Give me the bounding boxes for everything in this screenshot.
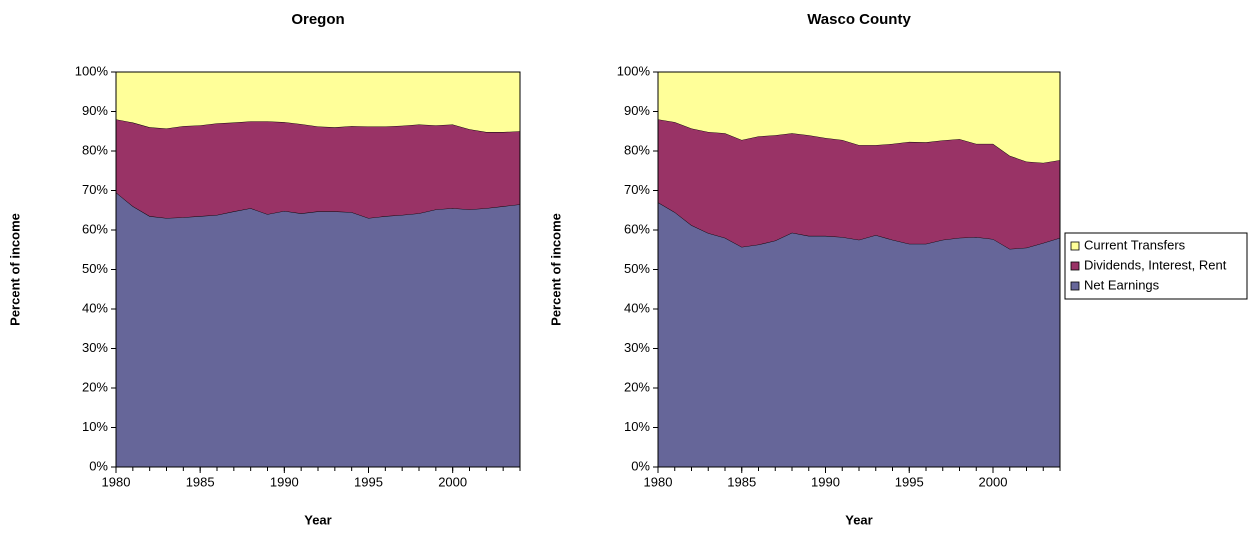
legend-label: Net Earnings bbox=[1084, 277, 1160, 292]
legend: Current Transfers Dividends, Interest, Re… bbox=[1064, 232, 1248, 300]
area-fill bbox=[116, 72, 520, 133]
legend-label: Current Transfers bbox=[1084, 237, 1186, 252]
y-tick-label: 50% bbox=[624, 261, 650, 276]
y-tick-label: 10% bbox=[624, 419, 650, 434]
x-tick-label: 1995 bbox=[354, 474, 383, 489]
legend-swatch bbox=[1070, 281, 1080, 291]
x-tick-label: 1985 bbox=[727, 474, 756, 489]
area-fill bbox=[658, 119, 1060, 249]
x-tick-label: 1995 bbox=[895, 474, 924, 489]
y-tick-label: 30% bbox=[82, 340, 108, 355]
y-tick-label: 70% bbox=[624, 182, 650, 197]
y-tick-label: 80% bbox=[624, 142, 650, 157]
legend-swatch bbox=[1070, 241, 1080, 251]
y-tick-label: 80% bbox=[82, 142, 108, 157]
area-fill bbox=[116, 192, 520, 467]
x-axis-title: Year bbox=[845, 512, 872, 527]
y-tick-label: 20% bbox=[82, 379, 108, 394]
y-tick-label: 0% bbox=[89, 458, 108, 473]
chart-title: Oregon bbox=[291, 11, 344, 28]
y-tick-label: 60% bbox=[82, 221, 108, 236]
chart: Wasco County 0% 10% 20% 30% 40% 50% 60% 70% 80% 90… bbox=[548, 11, 1248, 527]
y-tick-label: 20% bbox=[624, 379, 650, 394]
y-tick-label: 30% bbox=[624, 340, 650, 355]
area-fill bbox=[658, 72, 1060, 163]
y-tick-label: 100% bbox=[75, 63, 109, 78]
legend-label: Dividends, Interest, Rent bbox=[1084, 257, 1227, 272]
chart-title: Wasco County bbox=[807, 11, 911, 28]
y-tick-label: 70% bbox=[82, 182, 108, 197]
y-tick-label: 40% bbox=[624, 300, 650, 315]
y-tick-label: 90% bbox=[82, 103, 108, 118]
y-tick-label: 90% bbox=[624, 103, 650, 118]
x-tick-label: 1980 bbox=[644, 474, 673, 489]
y-tick-label: 100% bbox=[617, 63, 651, 78]
x-tick-label: 2000 bbox=[979, 474, 1008, 489]
x-tick-label: 2000 bbox=[438, 474, 467, 489]
area-fill bbox=[658, 202, 1060, 467]
legend-swatch bbox=[1070, 261, 1080, 271]
x-tick-label: 1980 bbox=[102, 474, 131, 489]
x-tick-label: 1985 bbox=[186, 474, 215, 489]
x-tick-label: 1990 bbox=[270, 474, 299, 489]
legend-box bbox=[1064, 232, 1248, 300]
y-axis-title: Percent of income bbox=[548, 213, 563, 326]
y-tick-label: 40% bbox=[82, 300, 108, 315]
y-tick-label: 10% bbox=[82, 419, 108, 434]
y-tick-label: 60% bbox=[624, 221, 650, 236]
x-axis-title: Year bbox=[304, 512, 331, 527]
area-fill bbox=[116, 119, 520, 219]
y-tick-label: 50% bbox=[82, 261, 108, 276]
y-axis-title: Percent of income bbox=[7, 213, 22, 326]
y-tick-label: 0% bbox=[631, 458, 650, 473]
chart: Oregon 0% 10% 20% 30% 40% 50% 60% 70% 80% 90% 100% 1… bbox=[7, 11, 521, 527]
x-tick-label: 1990 bbox=[811, 474, 840, 489]
